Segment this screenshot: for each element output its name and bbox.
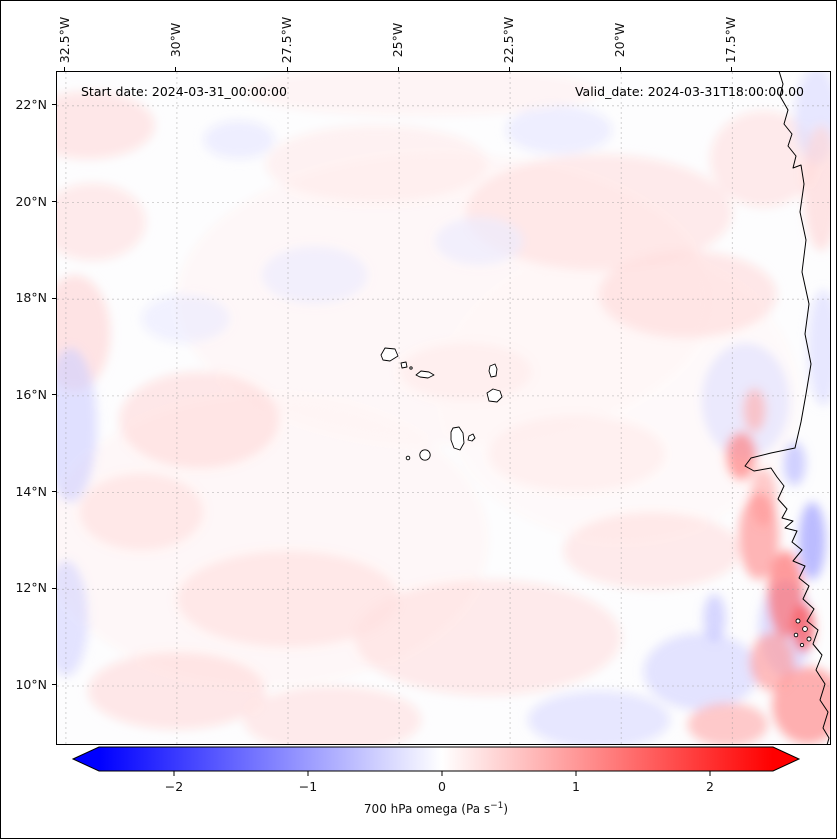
x-tick-label: 27.5°W [279, 16, 294, 64]
cape-verde-islands [380, 347, 503, 461]
colorbar-label-close: ) [503, 802, 509, 816]
colorbar-tick-label: 1 [572, 779, 580, 794]
start-date-label: Start date: 2024-03-31_00:00:00 [81, 84, 287, 99]
africa-coastline [744, 72, 830, 744]
y-tick-label: 20°N [15, 193, 47, 209]
y-tick-mark [52, 201, 56, 203]
colorbar-tick-label: −1 [298, 779, 318, 794]
colorbar-label-exponent: −1 [490, 801, 504, 811]
x-tick-mark [397, 67, 399, 71]
y-tick-mark [52, 684, 56, 686]
x-tick-mark [175, 67, 177, 71]
y-tick-label: 10°N [15, 676, 47, 692]
colorbar-tick-label: 2 [706, 779, 714, 794]
y-axis-left: 22°N 20°N 18°N 16°N 14°N 12°N 10°N [1, 71, 56, 743]
omega-field-map [57, 72, 830, 744]
x-tick-label: 32.5°W [56, 16, 72, 64]
y-tick-mark [52, 587, 56, 589]
x-tick-label: 30°W [167, 22, 183, 58]
valid-date-label: Valid_date: 2024-03-31T18:00:00.00 [574, 84, 804, 99]
x-tick-mark [619, 67, 621, 71]
x-tick-label: 25°W [390, 22, 406, 58]
map-plot: Start date: 2024-03-31_00:00:00 Valid_da… [56, 71, 831, 745]
y-tick-label: 16°N [15, 386, 47, 402]
y-tick-label: 22°N [15, 96, 47, 112]
y-tick-mark [52, 104, 56, 106]
coastal-islands [793, 618, 812, 648]
y-tick-mark [52, 394, 56, 396]
y-tick-mark [52, 491, 56, 493]
colorbar-tick-label: −2 [164, 779, 184, 794]
x-tick-mark [286, 67, 288, 71]
y-tick-label: 12°N [15, 580, 47, 596]
x-axis-top: 32.5°W 30°W 27.5°W 25°W 22.5°W 20°W 17.5°W [56, 1, 829, 71]
colorbar-tick-label: 0 [438, 779, 446, 794]
x-tick-mark [730, 67, 732, 71]
colorbar: −2 −1 0 1 2 700 hPa omega (Pa s−1) [71, 746, 801, 826]
colorbar-label-text: 700 hPa omega (Pa s [363, 802, 491, 816]
x-tick-mark [64, 67, 66, 71]
x-tick-label: 17.5°W [723, 16, 739, 64]
x-tick-label: 20°W [612, 22, 628, 58]
y-tick-label: 18°N [15, 290, 47, 306]
x-tick-label: 22.5°W [501, 16, 517, 64]
y-tick-mark [52, 297, 56, 299]
colorbar-label: 700 hPa omega (Pa s−1) [71, 801, 801, 816]
colorbar-gradient [71, 746, 801, 776]
y-tick-label: 14°N [15, 483, 47, 499]
x-tick-mark [508, 67, 510, 71]
graticule [57, 72, 830, 744]
colorbar-bar [71, 746, 801, 772]
